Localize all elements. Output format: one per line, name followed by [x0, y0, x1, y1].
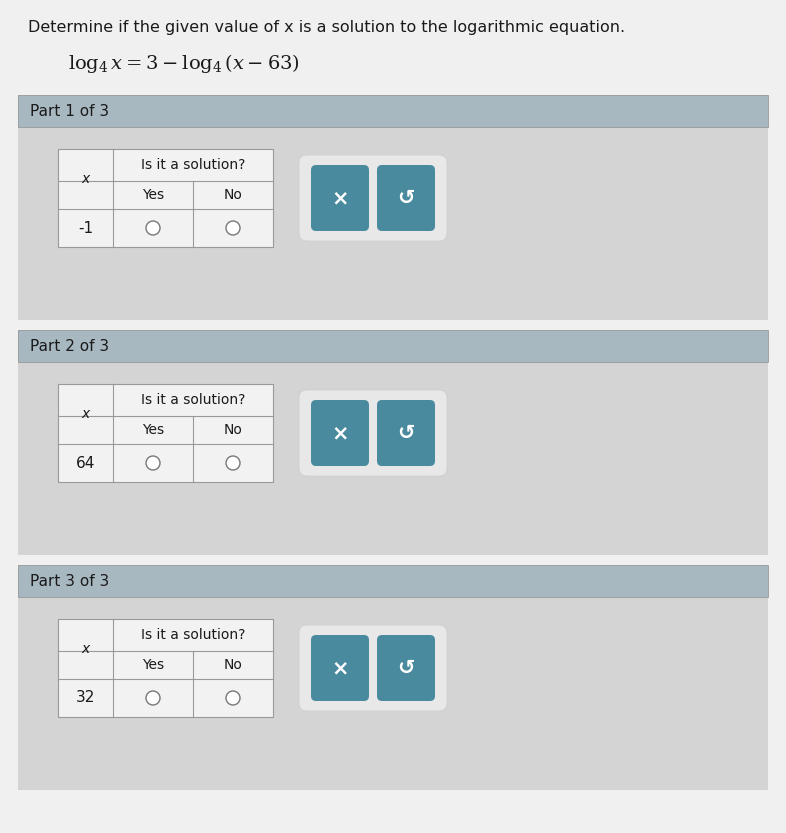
FancyBboxPatch shape — [311, 165, 369, 231]
Text: $\log_4 x = 3 - \log_4(x - 63)$: $\log_4 x = 3 - \log_4(x - 63)$ — [68, 52, 299, 75]
Text: ↺: ↺ — [397, 423, 415, 443]
Text: Yes: Yes — [142, 658, 164, 672]
Text: ↺: ↺ — [397, 188, 415, 208]
Text: -1: -1 — [78, 221, 93, 236]
Text: No: No — [223, 423, 242, 437]
Bar — [18, 565, 768, 790]
FancyBboxPatch shape — [377, 165, 435, 231]
Text: ×: × — [331, 423, 349, 443]
Circle shape — [146, 221, 160, 235]
Circle shape — [226, 221, 240, 235]
Text: x: x — [82, 172, 90, 186]
Bar — [18, 330, 768, 362]
Text: No: No — [223, 188, 242, 202]
FancyBboxPatch shape — [311, 635, 369, 701]
FancyBboxPatch shape — [377, 635, 435, 701]
FancyBboxPatch shape — [311, 400, 369, 466]
Bar — [58, 619, 273, 717]
Circle shape — [226, 456, 240, 470]
Text: Part 2 of 3: Part 2 of 3 — [30, 338, 109, 353]
FancyBboxPatch shape — [377, 400, 435, 466]
FancyBboxPatch shape — [299, 625, 447, 711]
Circle shape — [146, 456, 160, 470]
Bar — [18, 95, 768, 320]
Text: x: x — [82, 407, 90, 421]
Text: Yes: Yes — [142, 423, 164, 437]
Circle shape — [226, 691, 240, 705]
Bar — [18, 330, 768, 555]
Bar — [58, 384, 273, 482]
Text: ×: × — [331, 188, 349, 208]
Text: ×: × — [331, 658, 349, 678]
Bar — [18, 95, 768, 127]
Text: Determine if the given value of x is a solution to the logarithmic equation.: Determine if the given value of x is a s… — [28, 20, 625, 35]
Text: 32: 32 — [75, 691, 95, 706]
Circle shape — [146, 691, 160, 705]
Text: Is it a solution?: Is it a solution? — [141, 393, 245, 407]
Text: Is it a solution?: Is it a solution? — [141, 628, 245, 642]
Text: x: x — [82, 642, 90, 656]
Text: ↺: ↺ — [397, 658, 415, 678]
Text: Yes: Yes — [142, 188, 164, 202]
FancyBboxPatch shape — [299, 155, 447, 241]
Bar — [58, 149, 273, 247]
Text: 64: 64 — [75, 456, 95, 471]
Text: Part 1 of 3: Part 1 of 3 — [30, 103, 109, 118]
Bar — [18, 565, 768, 597]
FancyBboxPatch shape — [299, 390, 447, 476]
Text: Is it a solution?: Is it a solution? — [141, 158, 245, 172]
Text: Part 3 of 3: Part 3 of 3 — [30, 573, 109, 588]
Text: No: No — [223, 658, 242, 672]
